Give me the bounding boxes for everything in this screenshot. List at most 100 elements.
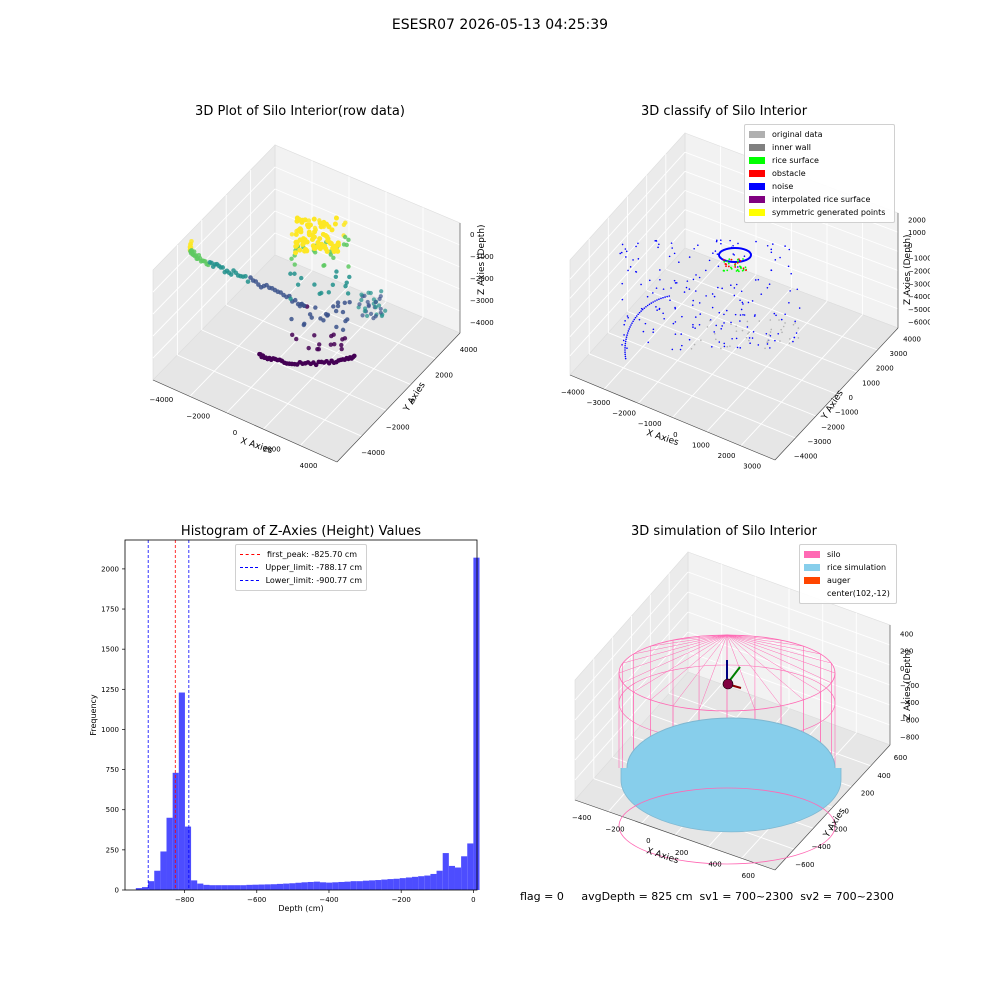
data-point — [751, 337, 754, 339]
y-axis-line — [336, 332, 461, 463]
y-tick-label: 250 — [106, 846, 119, 854]
data-point — [788, 342, 791, 344]
tick-label: −1000 — [908, 255, 930, 263]
data-point — [328, 342, 334, 347]
data-point — [302, 321, 307, 327]
data-point — [637, 258, 640, 260]
data-point — [209, 260, 214, 266]
data-point — [673, 252, 676, 255]
histogram-bars — [135, 557, 480, 890]
panel4-legend: silo rice simulation auger center(102,-1… — [799, 544, 897, 604]
data-point — [300, 241, 306, 247]
histogram-bar — [178, 692, 185, 890]
tick-label: 2000 — [876, 365, 894, 373]
data-point — [693, 343, 696, 346]
data-point — [674, 333, 677, 335]
silo-roof-wire — [672, 634, 728, 707]
panel2-title: 3D classify of Silo Interior — [640, 104, 808, 119]
data-point — [778, 319, 780, 321]
histogram-bar — [356, 881, 363, 890]
legend-item: obstacle — [749, 167, 890, 180]
data-point — [795, 332, 798, 334]
histogram-bar — [448, 865, 455, 890]
data-point — [335, 303, 341, 309]
data-point — [674, 321, 677, 323]
tick-label: −200 — [900, 682, 919, 690]
data-point — [789, 290, 791, 292]
silo-roof-wire — [726, 634, 821, 693]
grid-line — [177, 354, 362, 437]
legend-item: Lower_limit: -900.77 cm — [240, 574, 362, 587]
data-point — [694, 290, 697, 292]
data-point — [760, 293, 763, 295]
tick-label: −6000 — [908, 319, 930, 327]
data-point — [741, 269, 744, 272]
data-point — [655, 287, 658, 289]
panel4-plot: −400 −200 0 200 400 600 −600 −400 −200 0 200 400 600… — [572, 551, 919, 880]
data-point — [301, 303, 307, 308]
data-point — [621, 343, 623, 346]
histogram-bar — [319, 882, 327, 890]
grid-line — [574, 571, 689, 701]
tick-label: 4000 — [460, 346, 478, 354]
data-point — [383, 308, 388, 313]
histogram-bar — [375, 880, 382, 890]
data-point — [784, 322, 786, 324]
data-point — [339, 342, 344, 348]
data-point — [718, 311, 721, 314]
data-point — [717, 265, 720, 268]
y-axis-line — [774, 327, 899, 461]
data-point — [658, 243, 660, 246]
legend-item: interpolated rice surface — [749, 193, 890, 206]
tick-label: 200 — [861, 790, 874, 798]
data-point — [674, 282, 677, 284]
data-point — [788, 338, 791, 340]
tick-label: −2000 — [186, 413, 210, 421]
data-point — [698, 323, 701, 326]
data-point — [748, 337, 751, 339]
data-point — [325, 238, 331, 244]
data-point — [735, 283, 738, 286]
data-point — [626, 315, 629, 317]
data-point — [788, 248, 791, 251]
data-point — [766, 343, 769, 345]
data-point — [726, 345, 729, 348]
data-point — [325, 312, 331, 317]
data-point — [632, 259, 634, 261]
histogram-bar — [430, 873, 437, 890]
data-point — [301, 237, 307, 243]
data-point — [734, 266, 737, 268]
data-point — [624, 357, 627, 360]
data-point — [720, 328, 723, 330]
data-point — [729, 239, 731, 242]
silo-roof-wire — [726, 634, 821, 655]
data-point — [646, 304, 649, 307]
data-point — [297, 303, 303, 309]
histogram-bar — [381, 879, 388, 890]
tick-label: −200 — [828, 825, 847, 833]
x-axis-line — [574, 799, 776, 871]
tick-label: 0 — [908, 242, 912, 250]
data-point — [647, 341, 650, 344]
data-point — [289, 256, 294, 262]
data-point — [715, 240, 718, 243]
histogram-bar — [240, 885, 247, 890]
tick-label: −400 — [572, 814, 591, 822]
data-point — [692, 278, 695, 281]
silo-roof-wire — [726, 634, 804, 647]
data-point — [740, 308, 743, 311]
tick-label: 600 — [742, 872, 755, 880]
data-point — [333, 274, 339, 279]
tick-label: −5000 — [908, 306, 930, 314]
panel4-title: 3D simulation of Silo Interior — [631, 524, 817, 539]
tick-label: −2000 — [386, 423, 410, 431]
data-point — [641, 308, 644, 311]
data-point — [655, 240, 658, 242]
data-point — [294, 242, 300, 248]
data-point — [624, 353, 626, 356]
data-point — [740, 290, 743, 293]
data-point — [297, 247, 303, 253]
silo-roof-wire — [698, 634, 728, 710]
data-point — [769, 347, 771, 349]
histogram-bar — [295, 882, 302, 890]
